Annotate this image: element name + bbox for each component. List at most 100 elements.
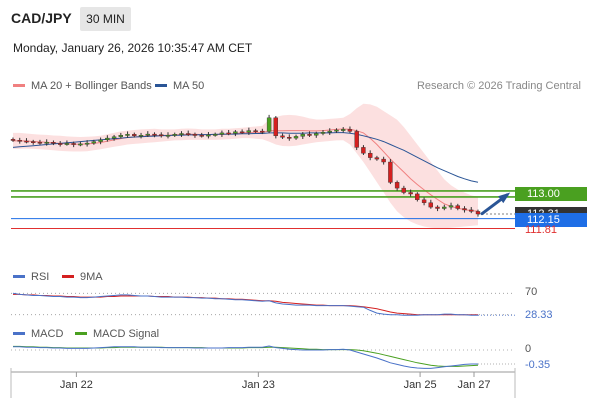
legend-ma50-label: MA 50 bbox=[173, 80, 205, 92]
candle-body bbox=[64, 143, 70, 145]
candle-body bbox=[260, 130, 265, 133]
candle-body bbox=[132, 134, 137, 137]
candle-body bbox=[253, 130, 258, 133]
candle-body bbox=[10, 139, 16, 141]
candle-body bbox=[246, 130, 252, 133]
candle-body bbox=[226, 132, 231, 135]
legend-macd-signal: MACD Signal bbox=[75, 328, 159, 340]
candle-body bbox=[266, 117, 272, 132]
bollinger-band bbox=[13, 103, 479, 229]
candle-body bbox=[455, 205, 460, 209]
moving-averages bbox=[12, 132, 479, 183]
candle-body bbox=[273, 117, 278, 137]
x-tick-label: Jan 23 bbox=[242, 379, 275, 391]
candle-body bbox=[368, 152, 373, 158]
timeframe-button[interactable]: 30 MIN bbox=[80, 7, 131, 31]
rsi-line bbox=[12, 292, 478, 316]
macd-swatch bbox=[13, 331, 25, 335]
x-axis: Jan 22 Jan 23 Jan 25 Jan 27 bbox=[10, 368, 516, 398]
candle-body bbox=[58, 143, 63, 145]
legend-macd: MACD bbox=[13, 328, 63, 340]
candle-body bbox=[24, 140, 29, 143]
legend-macd-label: MACD bbox=[31, 328, 64, 340]
candle-body bbox=[138, 134, 144, 137]
legend-ma20-label: MA 20 + Bollinger Bands bbox=[31, 80, 152, 92]
candle-body bbox=[334, 129, 339, 132]
candle-body bbox=[125, 134, 130, 136]
candle-body bbox=[199, 134, 204, 137]
candle-body bbox=[448, 205, 454, 208]
forecast-arrow bbox=[480, 192, 511, 216]
candle-body bbox=[152, 133, 157, 136]
rsi-ma-swatch bbox=[62, 274, 74, 278]
x-tick-label: Jan 25 bbox=[404, 379, 437, 391]
x-tick-label: Jan 22 bbox=[60, 379, 93, 391]
candle-body bbox=[179, 133, 184, 135]
candle-body bbox=[98, 139, 103, 142]
rsi-upper-label: 70 bbox=[525, 286, 538, 299]
datetime-label: Monday, January 26, 2026 10:35:47 AM CET bbox=[13, 41, 253, 55]
legend-rsi-label: RSI bbox=[31, 271, 50, 283]
macd-last-label: -0.35 bbox=[525, 359, 551, 371]
ma50-swatch bbox=[155, 83, 167, 87]
candle-body bbox=[307, 134, 312, 136]
candle-body bbox=[408, 192, 413, 195]
candle-body bbox=[287, 136, 292, 139]
candle-body bbox=[300, 134, 305, 137]
macd-line bbox=[13, 345, 478, 369]
candle-body bbox=[111, 136, 117, 139]
candle-body bbox=[212, 134, 218, 136]
candle-body bbox=[320, 132, 326, 134]
candle-body bbox=[293, 136, 299, 139]
ma20-line bbox=[13, 128, 479, 212]
candle-body bbox=[145, 133, 151, 136]
candle-body bbox=[347, 129, 353, 132]
support-price-label: 111.81 bbox=[525, 223, 558, 236]
legend-ma20-bb: MA 20 + Bollinger Bands bbox=[13, 80, 152, 92]
candles bbox=[10, 114, 481, 217]
candle-body bbox=[421, 199, 427, 203]
candle-body bbox=[44, 141, 49, 144]
candle-body bbox=[462, 208, 467, 211]
macd-zero-label: 0 bbox=[525, 343, 532, 355]
forecast-arrow-head bbox=[498, 192, 511, 204]
candle-body bbox=[442, 206, 447, 209]
candle-body bbox=[78, 143, 83, 146]
macd-signal-line bbox=[13, 345, 479, 367]
x-tick-label: Jan 27 bbox=[457, 379, 490, 391]
candle-body bbox=[374, 157, 380, 160]
candle-body bbox=[51, 141, 56, 144]
candle-body bbox=[280, 135, 285, 138]
candle-body bbox=[84, 142, 90, 145]
pivot-price-tag: 112.15 bbox=[515, 212, 587, 227]
candle-body bbox=[17, 139, 22, 142]
candle-body bbox=[415, 193, 420, 200]
candle-body bbox=[475, 211, 481, 215]
candle-body bbox=[435, 206, 440, 209]
candle-body bbox=[71, 143, 76, 145]
candle-body bbox=[361, 147, 366, 154]
candle-body bbox=[401, 187, 406, 193]
candle-body bbox=[469, 209, 474, 212]
legend-rsi-ma-label: 9MA bbox=[80, 271, 103, 283]
candle-body bbox=[327, 130, 332, 133]
candle-body bbox=[91, 141, 97, 144]
candle-body bbox=[158, 134, 164, 137]
symbol-title: CAD/JPY bbox=[11, 10, 72, 26]
macd-panel bbox=[11, 345, 515, 369]
rsi-lower-label: 28.33 bbox=[525, 309, 553, 322]
candle-body bbox=[105, 137, 110, 141]
legend-rsi: RSI bbox=[13, 271, 49, 283]
candle-body bbox=[239, 131, 245, 134]
rsi-panel bbox=[11, 292, 515, 316]
legend-rsi-ma: 9MA bbox=[62, 271, 103, 283]
candle-body bbox=[192, 134, 198, 136]
candle-body bbox=[31, 141, 36, 144]
legend-macd-signal-label: MACD Signal bbox=[93, 328, 160, 340]
candle-body bbox=[381, 158, 386, 163]
resistance-price-tag: 113.00 bbox=[515, 186, 587, 201]
ma20-swatch bbox=[13, 83, 25, 87]
candle-body bbox=[314, 133, 319, 136]
candle-body bbox=[354, 131, 359, 148]
